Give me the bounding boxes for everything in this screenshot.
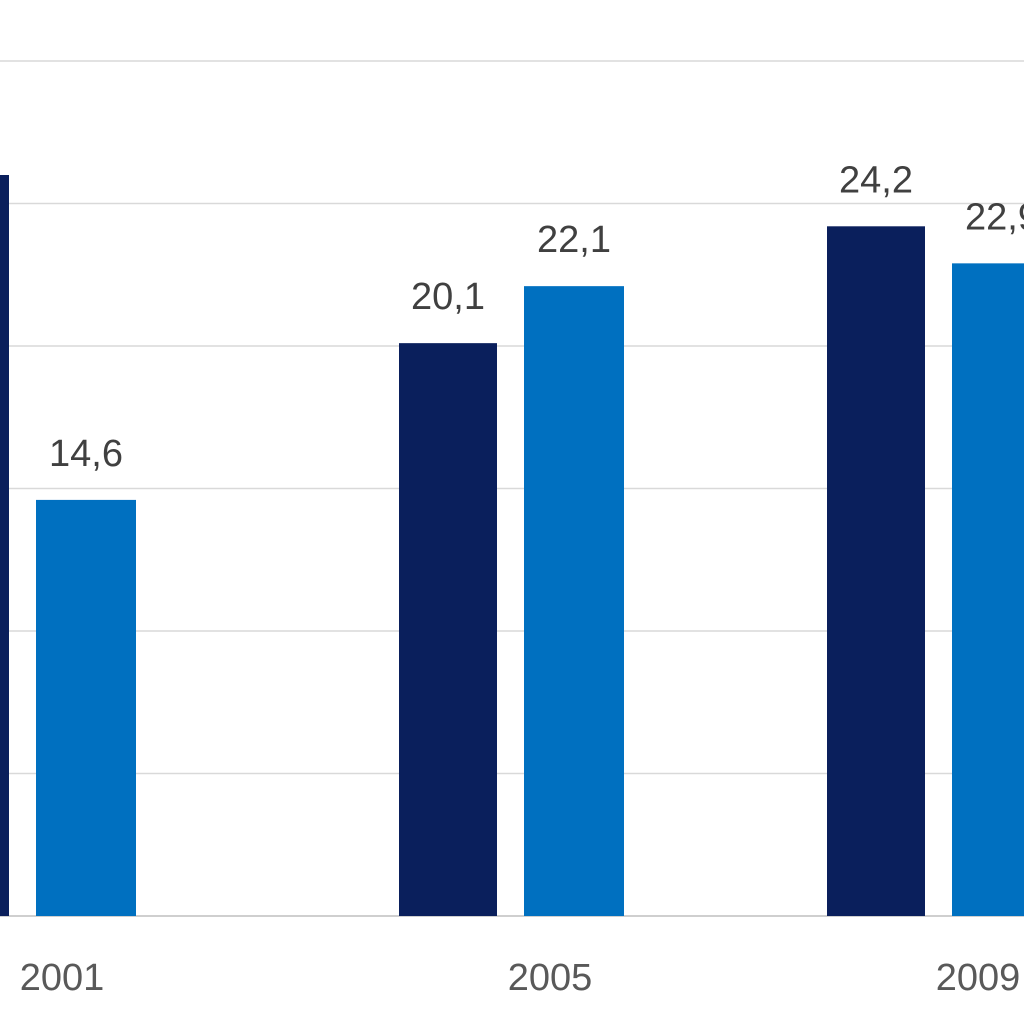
- data-label: 22,9: [965, 196, 1024, 238]
- bar-series-2-2009: [952, 263, 1024, 917]
- bar-series-2-2001: [36, 499, 136, 916]
- bar-series-1-2001: [0, 175, 9, 916]
- x-axis-ticks: 2001 2005 2009: [20, 957, 1021, 999]
- gridlines: [0, 60, 1024, 917]
- x-tick-label: 2005: [508, 957, 593, 999]
- data-label: 24,2: [839, 159, 913, 201]
- data-label: 22,1: [537, 219, 611, 261]
- data-label: 14,6: [49, 433, 123, 475]
- x-tick-label: 2001: [20, 957, 105, 999]
- bar-series-1-2005: [399, 343, 497, 916]
- x-tick-label: 2009: [936, 957, 1021, 999]
- data-label: 20,1: [411, 276, 485, 318]
- bar-series-2-2005: [524, 286, 624, 916]
- bars: [0, 175, 1024, 917]
- bar-series-1-2009: [827, 226, 925, 917]
- data-labels: 26,020,124,214,622,122,9: [49, 159, 1024, 475]
